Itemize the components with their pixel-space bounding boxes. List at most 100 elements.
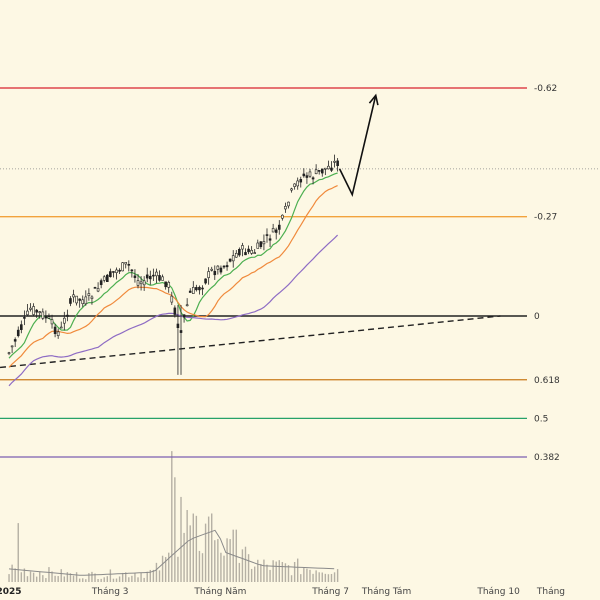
candle-body (299, 179, 303, 183)
volume-bar (161, 555, 164, 582)
volume-bar (217, 539, 219, 582)
candle-body (142, 280, 146, 286)
volume-bar (324, 573, 327, 582)
volume-bar (69, 573, 72, 582)
candle-body (256, 242, 260, 249)
volume-bar (88, 573, 90, 582)
moving-averages (8, 172, 339, 387)
candle-body (207, 271, 210, 278)
candle-body (213, 270, 217, 276)
volume-bar (14, 568, 16, 582)
candle-body (198, 286, 201, 291)
projection (338, 93, 379, 197)
volume-bar (23, 568, 26, 582)
candle-body (87, 293, 91, 296)
candle-body (182, 314, 186, 318)
volume-bar (269, 569, 271, 582)
volume-bar (235, 529, 237, 582)
volume-bar (121, 572, 124, 582)
candle-body (274, 229, 278, 233)
ma-orange (8, 185, 338, 368)
volume-bar (293, 561, 296, 582)
candle-body (284, 206, 287, 210)
volume-bar (75, 572, 78, 582)
candle-body (324, 167, 327, 170)
candle-body (277, 224, 281, 230)
candle-body (139, 281, 143, 285)
candle-body (244, 252, 247, 256)
candle-body (238, 248, 241, 256)
volume-bar (85, 579, 87, 582)
candle-body (296, 180, 300, 187)
candle-body (44, 315, 48, 319)
candle-body (204, 278, 207, 284)
volume-bar (11, 564, 13, 582)
volume-bar (109, 569, 112, 582)
candle-body (47, 316, 51, 319)
volume-bar (174, 477, 176, 582)
candle-body (16, 329, 20, 337)
candle-body (99, 280, 103, 285)
trend-lines (0, 315, 501, 369)
volume-bar (48, 567, 50, 582)
ma-green (8, 172, 338, 359)
volume-bar (171, 451, 173, 582)
x-tick-label-4: Tháng Tám (361, 587, 411, 597)
volume-bar (244, 546, 247, 582)
fib-label-2: 0 (534, 312, 540, 322)
candle-body (228, 258, 232, 262)
volume-bar (66, 572, 69, 582)
x-axis: 2025 Tháng 3 Tháng Năm Tháng 7 Tháng Tám Thán… (0, 587, 565, 597)
volume-ma (8, 529, 335, 576)
candle-body (336, 160, 339, 167)
volume-bar (82, 578, 84, 582)
volume-bar (309, 569, 311, 582)
volume-bar (45, 578, 47, 582)
volume-fib-label-1: 0.5 (534, 414, 548, 424)
candle-body (69, 298, 72, 304)
candle-body (164, 281, 167, 288)
volume-bar (281, 561, 284, 582)
candle-body (148, 275, 152, 280)
candle-body (102, 276, 106, 281)
x-tick-label-3: Tháng 7 (311, 587, 349, 597)
candle-body (317, 170, 321, 172)
candle-body (250, 249, 253, 254)
candle-body (26, 310, 29, 316)
candle-body (59, 326, 63, 329)
volume-bar (8, 574, 10, 582)
volume-bar (275, 561, 277, 582)
candle-body (268, 238, 272, 241)
candle-body (23, 317, 26, 319)
volume-bar (106, 576, 109, 582)
candle-body (115, 269, 118, 273)
volume-bar (32, 572, 35, 582)
volume-bar (220, 552, 222, 582)
volume-bar (177, 556, 179, 582)
candle-body (130, 269, 134, 272)
volume-bar (180, 496, 182, 582)
candle-body (271, 228, 275, 233)
volume-bar (54, 575, 56, 582)
candle-body (247, 248, 250, 253)
candle-body (287, 201, 290, 207)
x-tick-label-5: Tháng 10 (476, 587, 520, 597)
candle-body (56, 331, 60, 336)
volume-bar (229, 539, 231, 582)
volume-bar (155, 562, 158, 582)
candle-body (265, 234, 269, 236)
volume-bar (321, 572, 323, 582)
volume-bar (330, 573, 333, 582)
volume-bar (204, 523, 207, 582)
volume-bar (35, 576, 38, 582)
candle-body (118, 269, 121, 272)
volume-bar (300, 574, 302, 582)
volume-bar (318, 572, 320, 582)
volume-bar (284, 563, 287, 582)
candle-body (38, 311, 42, 313)
volume-bar (158, 570, 161, 582)
volume-bar (214, 540, 216, 582)
volume-bar (238, 562, 241, 582)
volume-bar (51, 571, 53, 582)
